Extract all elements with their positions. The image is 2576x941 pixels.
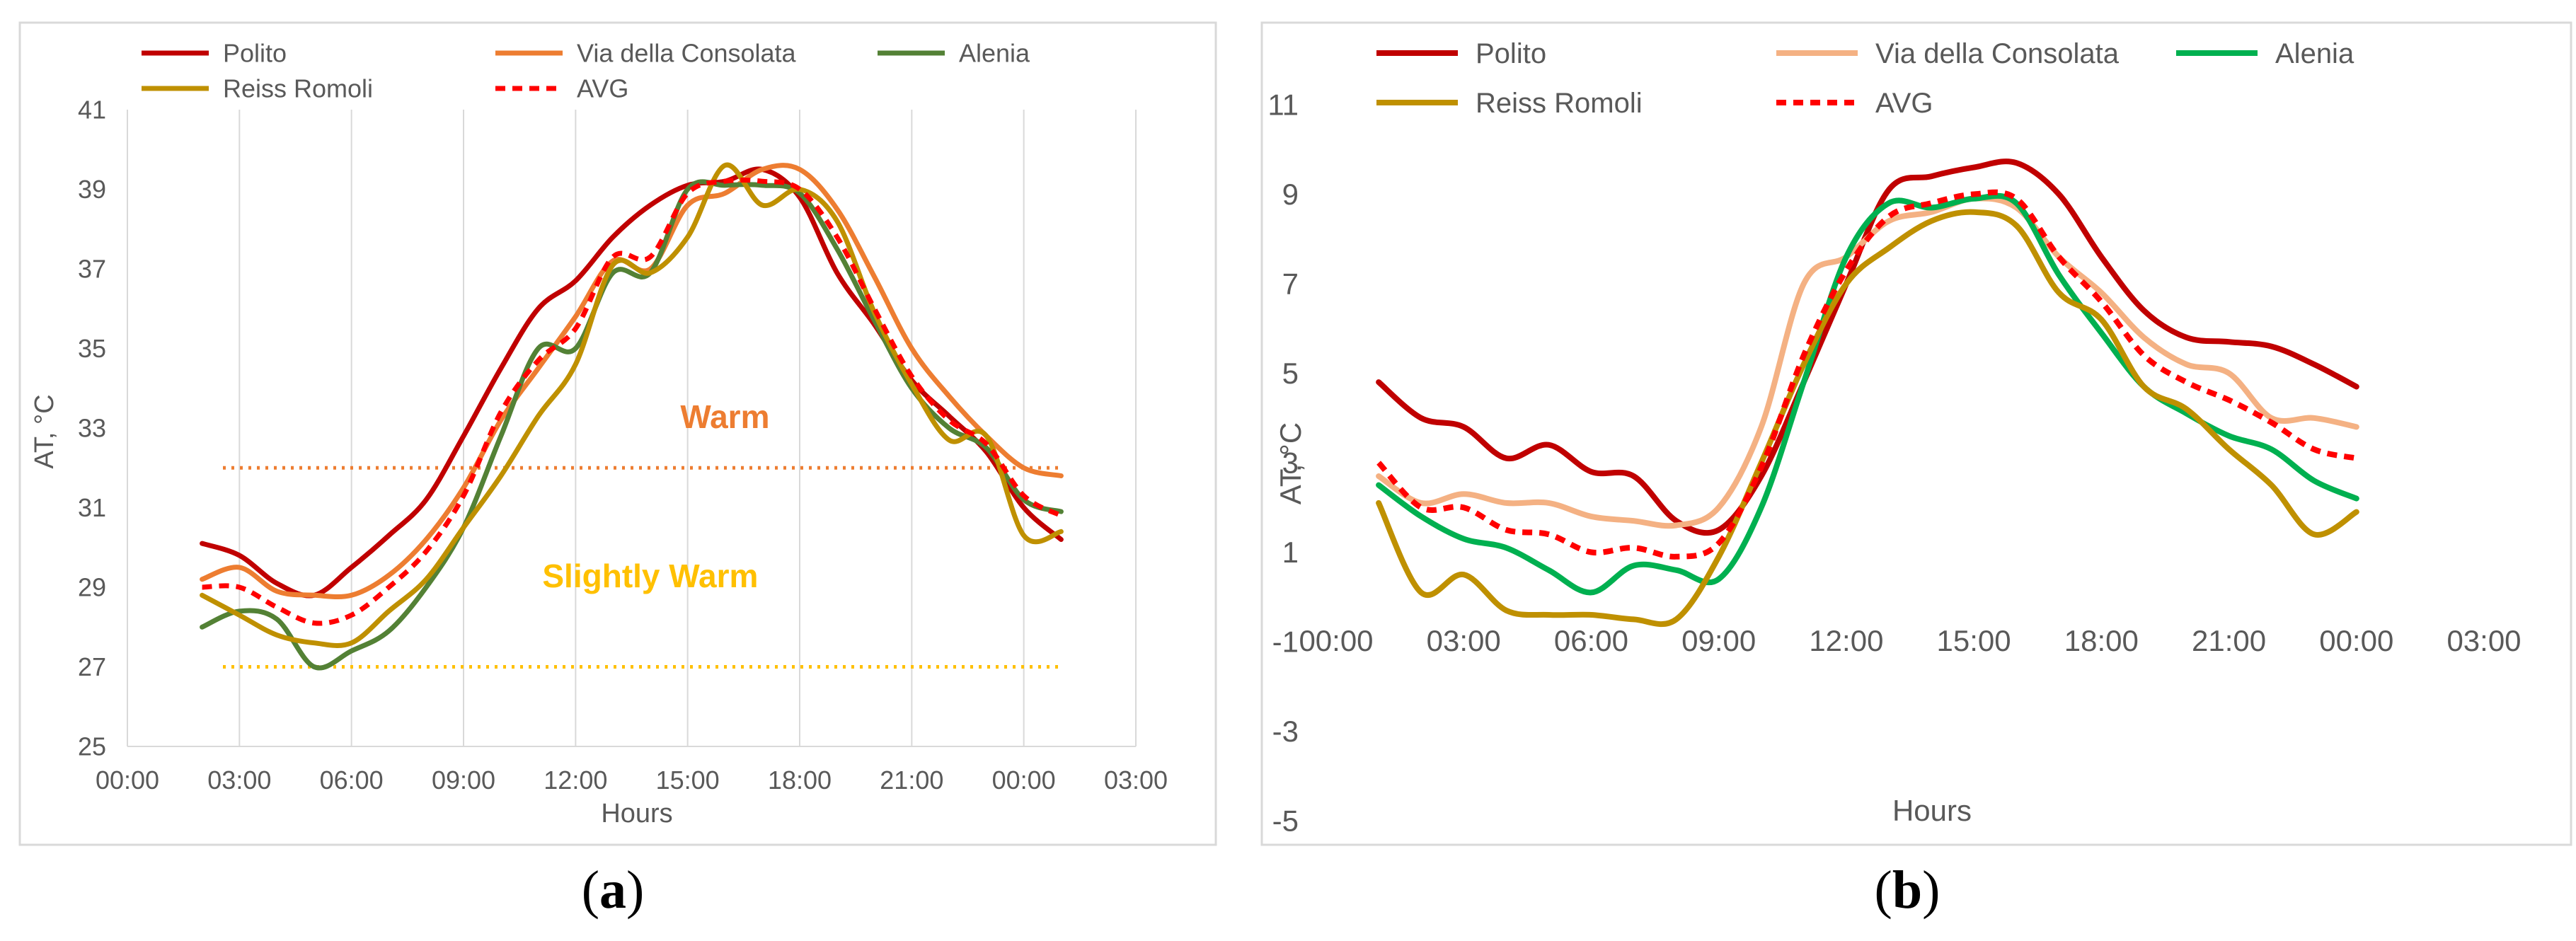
caption-b-open: (: [1875, 860, 1892, 920]
chart-a-ytick-label: 39: [78, 175, 106, 204]
chart-b-frame: [1260, 21, 2572, 846]
chart-b-xtick-label: 00:00: [1299, 624, 1373, 657]
chart-b-legend-label-4: AVG: [1875, 88, 1933, 119]
chart-a-y-axis-title: AT, °C: [30, 394, 59, 468]
chart-b-series-line-1: [1376, 195, 2359, 529]
chart-b-xtick-label: 21:00: [2192, 624, 2266, 657]
caption-b-close: ): [1922, 860, 1940, 920]
chart-a-xtick-label: 21:00: [880, 766, 943, 795]
chart-a-series-line-3: [200, 162, 1064, 648]
chart-a-xtick-label: 06:00: [320, 766, 384, 795]
chart-b-ytick-label: 3: [1282, 446, 1299, 480]
chart-b: -5 -3 -1 1 3 5 7 9 11 00:00 03:00 06:00 09:00 12:00 15…: [1267, 38, 2521, 838]
chart-b-ytick-label: -3: [1272, 715, 1299, 748]
chart-b-legend-label-0: Polito: [1476, 38, 1546, 69]
chart-b-xtick-label: 15:00: [1937, 624, 2011, 657]
caption-a-open: (: [582, 860, 599, 920]
chart-a-ytick-label: 25: [78, 732, 106, 761]
chart-a-ytick-label: 41: [78, 96, 106, 125]
chart-b-xtick-label: 09:00: [1681, 624, 1756, 657]
chart-a-xtick-label: 18:00: [768, 766, 832, 795]
chart-a-legend-label-0: Polito: [223, 39, 287, 68]
caption-a-close: ): [626, 860, 644, 920]
chart-a-reference-label-1: Slightly Warm: [542, 558, 758, 594]
chart-b-xtick-label: 18:00: [2064, 624, 2139, 657]
caption-a: (a): [582, 860, 645, 920]
chart-a-ytick-label: 33: [78, 414, 106, 443]
chart-b-y-axis-title: AT, °C: [1274, 422, 1307, 504]
chart-a-xtick-label: 03:00: [207, 766, 271, 795]
chart-a-xtick-label: 00:00: [96, 766, 159, 795]
chart-b-xtick-label: 03:00: [2446, 624, 2521, 657]
chart-b-series-line-2: [1376, 192, 2359, 596]
chart-a-xtick-label: 09:00: [432, 766, 495, 795]
caption-b-letter: b: [1892, 860, 1922, 920]
chart-a-xtick-label: 00:00: [992, 766, 1056, 795]
chart-b-series-line-4: [1376, 189, 2357, 560]
chart-a-legend-label-1: Via della Consolata: [577, 39, 797, 68]
chart-a-legend-label-2: Alenia: [959, 39, 1030, 68]
chart-b-ytick-label: 7: [1282, 267, 1299, 301]
chart-a-series-line-0: [200, 166, 1064, 599]
chart-a-ytick-label: 35: [78, 334, 106, 363]
chart-b-ytick-label: 9: [1282, 178, 1299, 211]
chart-b-ytick-label: -1: [1272, 625, 1299, 659]
chart-a: 25 27 29 31 33 35 37 39 41 00:00 03:00 06:00 09:00 12…: [30, 39, 1168, 829]
caption-a-letter: a: [599, 860, 626, 920]
chart-a-series-line-4: [202, 177, 1063, 626]
chart-a-ytick-label: 27: [78, 652, 106, 681]
chart-a-x-axis-title: Hours: [601, 799, 672, 829]
chart-a-legend-label-3: Reiss Romoli: [223, 74, 373, 103]
chart-b-series-line-3: [1376, 209, 2359, 628]
chart-b-legend-label-2: Alenia: [2275, 38, 2354, 69]
chart-b-xtick-label: 06:00: [1554, 624, 1628, 657]
chart-a-xtick-label: 15:00: [656, 766, 720, 795]
chart-b-ytick-label: 5: [1282, 357, 1299, 390]
chart-a-xtick-label: 03:00: [1104, 766, 1168, 795]
chart-b-xtick-label: 12:00: [1809, 624, 1883, 657]
chart-a-ytick-label: 29: [78, 573, 106, 602]
chart-b-legend-label-3: Reiss Romoli: [1476, 88, 1643, 119]
chart-a-ytick-label: 37: [78, 255, 106, 284]
chart-a-reference-label-0: Warm: [680, 398, 769, 435]
chart-a-xtick-label: 12:00: [544, 766, 607, 795]
chart-a-ytick-label: 31: [78, 493, 106, 522]
chart-b-xtick-label: 00:00: [2319, 624, 2393, 657]
chart-b-ytick-label: 1: [1282, 536, 1299, 569]
caption-b: (b): [1875, 860, 1940, 920]
chart-b-ytick-label: 11: [1267, 88, 1299, 122]
chart-b-legend-label-1: Via della Consolata: [1875, 38, 2120, 69]
chart-b-x-axis-title: Hours: [1892, 794, 1972, 827]
chart-b-ytick-label: -5: [1272, 804, 1299, 838]
chart-a-legend-label-4: AVG: [577, 74, 628, 103]
chart-a-frame: [18, 21, 1217, 846]
chart-b-xtick-label: 03:00: [1427, 624, 1501, 657]
